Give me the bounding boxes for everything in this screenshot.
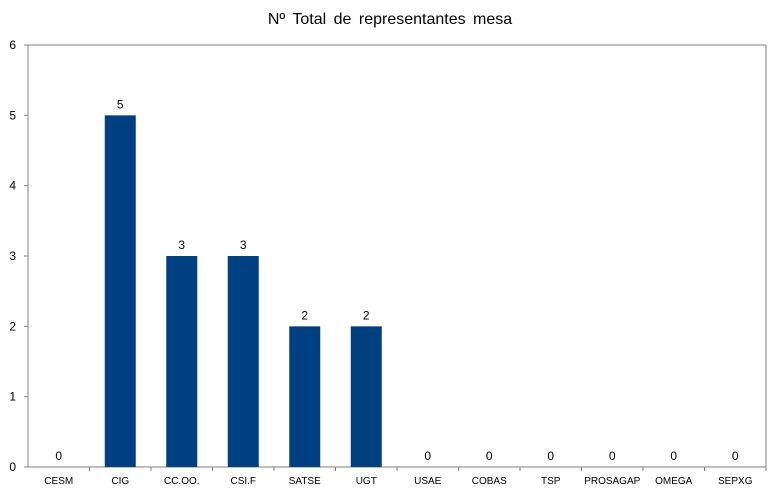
category-label: CESM [44, 476, 73, 487]
bar [104, 115, 136, 467]
y-tick-label: 1 [9, 390, 16, 404]
category-label: CIG [111, 476, 129, 487]
category-label: SEPXG [718, 476, 753, 487]
data-label: 2 [301, 308, 308, 322]
data-label: 2 [363, 308, 370, 322]
data-label: 0 [670, 449, 677, 463]
category-label: TSP [541, 476, 561, 487]
bar [227, 256, 259, 467]
category-label: PROSAGAP [584, 476, 640, 487]
y-tick-label: 3 [9, 249, 16, 263]
category-label: SATSE [289, 476, 321, 487]
category-label: OMEGA [655, 476, 693, 487]
data-label: 0 [609, 449, 616, 463]
y-tick-label: 5 [9, 108, 16, 122]
category-label: CC.OO. [164, 476, 200, 487]
chart-title: Nº Total de representantes mesa [267, 11, 513, 28]
data-label: 0 [547, 449, 554, 463]
category-label: CSI.F [230, 476, 256, 487]
category-label: USAE [414, 476, 442, 487]
data-label: 3 [178, 238, 185, 252]
data-label: 0 [486, 449, 493, 463]
category-label: COBAS [472, 476, 507, 487]
category-label: UGT [356, 476, 377, 487]
data-label: 0 [732, 449, 739, 463]
y-tick-label: 4 [9, 179, 16, 193]
bar [166, 256, 198, 467]
y-tick-label: 0 [9, 460, 16, 474]
data-label: 5 [117, 97, 124, 111]
bar [289, 326, 321, 467]
data-label: 0 [424, 449, 431, 463]
y-tick-label: 2 [9, 319, 16, 333]
y-tick-label: 6 [9, 38, 16, 52]
bar [350, 326, 382, 467]
data-label: 3 [240, 238, 247, 252]
data-label: 0 [55, 449, 62, 463]
